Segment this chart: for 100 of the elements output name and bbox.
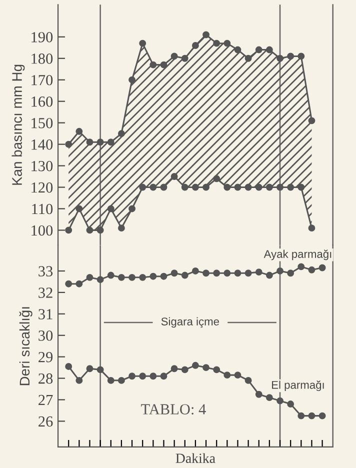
point — [244, 184, 252, 191]
point — [96, 226, 104, 234]
y-tick-label: 33 — [38, 266, 53, 276]
point — [276, 397, 284, 404]
point — [181, 272, 188, 279]
point — [202, 270, 210, 277]
point — [65, 363, 72, 370]
point — [298, 184, 305, 191]
point — [107, 272, 114, 279]
point — [244, 376, 252, 384]
point — [287, 400, 294, 408]
point — [150, 272, 157, 280]
point — [276, 268, 284, 274]
point — [287, 270, 294, 277]
point — [181, 184, 188, 191]
point — [234, 270, 242, 277]
x-axis-title: Dakika — [176, 453, 216, 463]
point — [255, 390, 262, 398]
point — [192, 184, 199, 191]
y-tick-label: 100 — [32, 225, 53, 236]
point — [160, 272, 168, 280]
point — [244, 270, 252, 277]
point — [170, 173, 178, 180]
point — [266, 272, 273, 279]
point — [86, 226, 94, 234]
y-tick-label: 29 — [38, 352, 53, 362]
point — [65, 280, 72, 288]
point — [308, 117, 316, 124]
point — [298, 52, 305, 60]
point — [224, 372, 231, 379]
point — [96, 366, 104, 374]
y-tick-label: 30 — [38, 330, 53, 341]
point — [224, 40, 231, 47]
point — [287, 184, 294, 191]
point — [287, 52, 294, 60]
point — [118, 224, 125, 232]
point — [170, 52, 178, 60]
series-label: El parmağı — [272, 380, 324, 392]
annotation: TABLO: 4 — [141, 404, 206, 415]
point — [139, 274, 146, 281]
point — [202, 31, 210, 38]
point — [118, 130, 125, 138]
point — [150, 372, 157, 380]
point — [181, 366, 188, 374]
y-tick-label: 26 — [38, 416, 53, 427]
point — [170, 365, 178, 372]
y-tick-label: 160 — [32, 96, 53, 107]
point — [213, 40, 220, 47]
point — [181, 54, 188, 62]
annotation: Sigara içme — [161, 317, 219, 328]
series-label: Ayak parmağı — [264, 250, 332, 260]
point — [160, 372, 168, 380]
point — [192, 268, 199, 274]
point — [298, 263, 305, 270]
point — [128, 372, 136, 380]
y-tick-label: 130 — [32, 160, 53, 172]
y-tick-label: 180 — [32, 54, 53, 64]
point — [118, 376, 125, 384]
point — [107, 138, 114, 146]
point — [150, 61, 157, 68]
point — [224, 184, 231, 191]
y-tick-label: 140 — [32, 139, 53, 150]
y-tick-label: 150 — [32, 118, 53, 128]
point — [244, 54, 252, 62]
point — [76, 376, 83, 384]
point — [192, 362, 199, 369]
point — [318, 412, 326, 420]
y-tick-label: 27 — [38, 394, 53, 406]
point — [86, 274, 94, 281]
point — [266, 184, 273, 191]
point — [318, 264, 326, 272]
y-tick-label: 31 — [38, 309, 52, 320]
point — [266, 394, 273, 402]
point — [255, 184, 262, 191]
point — [202, 184, 210, 191]
point — [160, 61, 168, 68]
point — [96, 138, 104, 146]
point — [76, 205, 83, 212]
point — [107, 376, 114, 384]
point — [139, 40, 146, 47]
point — [234, 46, 242, 54]
point — [107, 205, 114, 212]
point — [96, 276, 104, 284]
point — [202, 364, 210, 372]
point — [234, 372, 242, 379]
point — [118, 274, 125, 281]
point — [76, 128, 83, 135]
point — [234, 184, 242, 191]
point — [298, 412, 305, 420]
point — [128, 274, 136, 281]
point — [160, 184, 168, 191]
point — [213, 366, 220, 374]
y-tick-label: 190 — [32, 32, 53, 42]
point — [139, 372, 146, 380]
y-axis-title: Deri sıcaklığı — [19, 307, 32, 386]
y-tick-label: 170 — [32, 74, 53, 86]
point — [308, 412, 316, 420]
point — [192, 42, 199, 49]
point — [266, 46, 273, 54]
point — [255, 268, 262, 276]
